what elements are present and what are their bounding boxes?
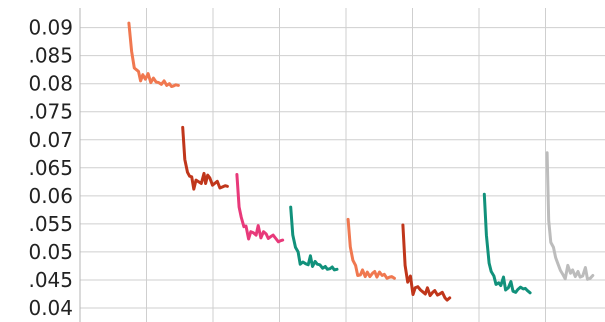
y-tick-label-3: .055 <box>28 212 73 236</box>
series-line-5 <box>346 217 396 280</box>
series-line-7 <box>482 192 532 295</box>
y-tick-labels: 0.04 .045 0.05 .055 0.06 .065 0.07 .075 0.08 .085… <box>28 16 73 320</box>
series-layer <box>127 21 595 302</box>
series-line-4 <box>289 205 339 272</box>
y-tick-label-6: 0.07 <box>28 128 73 152</box>
y-tick-label-8: 0.08 <box>28 72 73 96</box>
y-gridlines <box>80 27 605 309</box>
y-tick-label-7: .075 <box>28 100 73 124</box>
y-tick-label-5: .065 <box>28 156 73 180</box>
series-line-6 <box>401 223 452 302</box>
series-line-8 <box>545 151 595 281</box>
y-tick-label-4: 0.06 <box>28 184 73 208</box>
series-line-3 <box>235 173 285 244</box>
series-line-2 <box>181 125 229 191</box>
y-tick-label-0: 0.04 <box>28 296 73 320</box>
x-gridlines <box>79 8 546 322</box>
y-tick-label-9: .085 <box>28 44 73 68</box>
y-tick-label-1: .045 <box>28 268 73 292</box>
series-line-1 <box>127 21 180 88</box>
y-tick-label-10: 0.09 <box>28 16 73 40</box>
y-tick-label-2: 0.05 <box>28 240 73 264</box>
